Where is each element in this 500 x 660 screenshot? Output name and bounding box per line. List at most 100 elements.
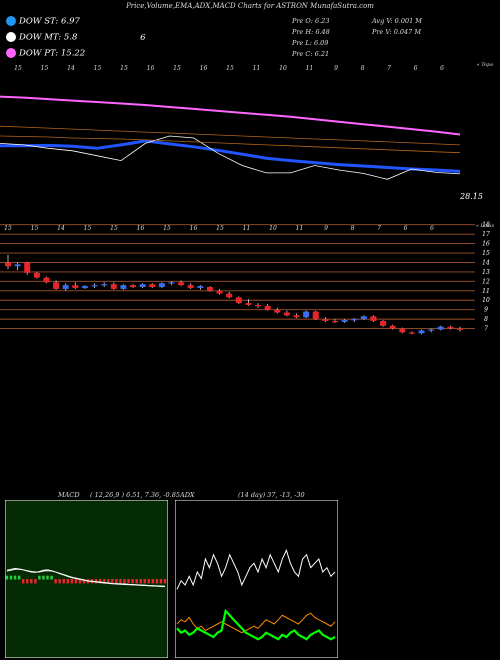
price-y-tick-label: 15 xyxy=(482,250,490,257)
ema-top-tick-label: 6 xyxy=(414,65,418,72)
adx-params: (14 day) 37, -13, -30 xyxy=(238,491,305,499)
macd-histogram-bar xyxy=(127,579,130,584)
price-y-tick-label: 18 xyxy=(482,222,490,229)
price-top-tick-label: 7 xyxy=(377,225,381,232)
candle-body xyxy=(312,311,319,320)
ema-top-tick-label: 8 xyxy=(361,65,365,72)
pre-open: Pre O: 6.23 xyxy=(292,17,330,25)
price-y-tick-label: 11 xyxy=(482,288,490,295)
candle-body xyxy=(43,277,50,283)
price-top-tick-label: 11 xyxy=(243,225,251,232)
price-top-tick-label: 16 xyxy=(190,225,198,232)
macd-histogram-bar xyxy=(107,579,110,584)
macd-histogram-bar xyxy=(147,579,150,584)
price-top-tick-label: 15 xyxy=(84,225,92,232)
candle-body xyxy=(53,282,60,289)
candle-body xyxy=(158,283,165,288)
macd-histogram-bar xyxy=(163,579,167,584)
macd-histogram-bar xyxy=(123,579,126,584)
macd-histogram-bar xyxy=(119,579,122,584)
macd-histogram-bar xyxy=(143,579,146,584)
candle-body xyxy=(380,321,387,326)
macd-histogram-bar xyxy=(17,575,21,580)
pre-volume: Pre V: 0.047 M xyxy=(372,28,422,36)
price-top-tick-label: 16 xyxy=(137,225,145,232)
candle-body xyxy=(264,305,271,310)
legend-dow-st: DOW ST: 6.97 xyxy=(6,16,80,27)
price-y-tick-label: 13 xyxy=(482,269,490,276)
macd-histogram-bar xyxy=(111,579,114,584)
candle-body xyxy=(303,311,310,318)
candle-body xyxy=(428,329,435,331)
candle-body xyxy=(351,319,358,321)
macd-chart xyxy=(5,500,168,658)
avg-volume: Avg V: 0.001 M xyxy=(372,17,422,25)
macd-histogram-bar xyxy=(9,575,13,580)
legend-dow-pt-label: DOW PT: 15.22 xyxy=(19,48,86,59)
candle-body xyxy=(206,287,213,291)
candle-body xyxy=(389,325,396,329)
macd-histogram-bar xyxy=(42,575,45,580)
pre-high: Pre H: 6.48 xyxy=(292,28,330,36)
candle-body xyxy=(331,321,338,323)
candle-body xyxy=(255,304,262,307)
macd-histogram-bar xyxy=(159,579,163,584)
ema-top-tick-label: 7 xyxy=(387,65,391,72)
blue-dot-icon xyxy=(6,16,16,26)
legend-dow-mt: DOW MT: 5.8 6 xyxy=(6,32,146,43)
candle-body xyxy=(197,286,204,288)
macd-histogram-bar xyxy=(54,579,57,584)
ema-top-tick-label: 11 xyxy=(253,65,261,72)
candle-body xyxy=(274,309,281,313)
macd-histogram-bar xyxy=(151,579,155,584)
candle-body xyxy=(178,282,185,286)
price-top-tick-label: 15 xyxy=(31,225,39,232)
ema-top-tick-label: 16 xyxy=(200,65,208,72)
ema-top-tick-label: 16 xyxy=(147,65,155,72)
price-top-tick-label: 15 xyxy=(110,225,118,232)
candle-body xyxy=(130,285,137,288)
price-corner-label: « Louis xyxy=(476,223,495,229)
price-top-tick-label: 11 xyxy=(296,225,304,232)
macd-histogram-bar xyxy=(13,575,17,580)
macd-histogram-bar xyxy=(131,579,134,584)
macd-histogram-bar xyxy=(66,579,69,584)
macd-histogram-bar xyxy=(115,579,118,584)
price-top-tick-label: 15 xyxy=(163,225,171,232)
macd-histogram-bar xyxy=(103,579,106,584)
ema-series-line-2 xyxy=(0,135,461,180)
ema-top-tick-label: 10 xyxy=(279,65,287,72)
price-y-tick-label: 12 xyxy=(482,278,490,285)
legend-dow-mt-extra: 6 xyxy=(140,32,146,43)
pre-low: Pre L: 6.09 xyxy=(292,39,329,47)
white-dot-icon xyxy=(6,32,16,42)
macd-histogram-bar xyxy=(62,579,65,584)
chart-header-title: Price,Volume,EMA,ADX,MACD Charts for AST… xyxy=(126,2,374,10)
candle-body xyxy=(408,332,415,334)
candle-body xyxy=(235,297,242,304)
adx-series-line-1 xyxy=(176,612,336,634)
macd-histogram-bar xyxy=(70,579,74,584)
adx-title: ADX xyxy=(180,491,195,499)
ema-top-tick-label: 11 xyxy=(306,65,314,72)
ema-series-line-0 xyxy=(0,95,461,136)
macd-histogram-bar xyxy=(5,575,9,580)
candle-body xyxy=(5,262,11,267)
macd-histogram-bar xyxy=(139,579,142,584)
candle-body xyxy=(226,293,233,298)
price-top-tick-label: 15 xyxy=(4,225,12,232)
candle-body xyxy=(14,264,21,267)
price-top-tick-label: 9 xyxy=(324,225,328,232)
candle-body xyxy=(110,284,117,289)
macd-histogram-bar xyxy=(82,579,86,584)
ema-top-tick-label: 15 xyxy=(226,65,234,72)
macd-params: ( 12,26,9 ) 6.51, 7.36, -0.85 xyxy=(90,491,180,499)
price-top-tick-label: 6 xyxy=(404,225,408,232)
macd-histogram-bar xyxy=(26,579,29,584)
candle-body xyxy=(101,284,108,286)
macd-histogram-bar xyxy=(74,579,78,584)
candle-body xyxy=(360,316,367,320)
candle-body xyxy=(341,320,348,322)
candle-body xyxy=(120,285,127,289)
price-y-tick-label: 7 xyxy=(484,326,488,333)
